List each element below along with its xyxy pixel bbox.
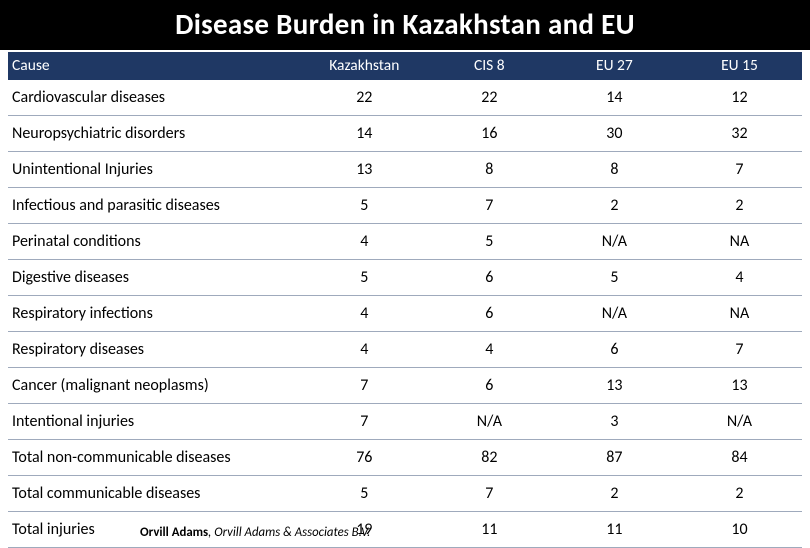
- col-header-kazakhstan: Kazakhstan: [302, 52, 427, 80]
- col-header-eu15: EU 15: [677, 52, 802, 80]
- credit-line: Orvill Adams, Orvill Adams & Associates …: [140, 525, 370, 540]
- value-cell: 4: [302, 224, 427, 260]
- value-cell: 6: [427, 260, 552, 296]
- value-cell: 5: [427, 224, 552, 260]
- col-header-cause: Cause: [8, 52, 302, 80]
- cause-cell: Digestive diseases: [8, 260, 302, 296]
- credit-firm: Orvill Adams & Associates B.V.: [214, 525, 370, 540]
- value-cell: 10: [677, 512, 802, 548]
- value-cell: 11: [552, 512, 677, 548]
- cause-cell: Intentional injuries: [8, 404, 302, 440]
- table-row: Neuropsychiatric disorders14163032: [8, 116, 802, 152]
- value-cell: 32: [677, 116, 802, 152]
- cause-cell: Respiratory infections: [8, 296, 302, 332]
- credit-author: Orvill Adams: [140, 525, 208, 540]
- table-row: Respiratory infections46N/ANA: [8, 296, 802, 332]
- table-row: Total non-communicable diseases76828784: [8, 440, 802, 476]
- value-cell: 6: [427, 296, 552, 332]
- value-cell: 5: [302, 188, 427, 224]
- cause-cell: Perinatal conditions: [8, 224, 302, 260]
- value-cell: 6: [427, 368, 552, 404]
- value-cell: 11: [427, 512, 552, 548]
- value-cell: 16: [427, 116, 552, 152]
- cause-cell: Cancer (malignant neoplasms): [8, 368, 302, 404]
- table-row: Total communicable diseases5722: [8, 476, 802, 512]
- value-cell: 14: [302, 116, 427, 152]
- value-cell: 7: [677, 332, 802, 368]
- table-row: Cardiovascular diseases22221412: [8, 80, 802, 116]
- value-cell: 4: [427, 332, 552, 368]
- table-body: Cardiovascular diseases22221412Neuropsyc…: [8, 80, 802, 548]
- value-cell: 82: [427, 440, 552, 476]
- value-cell: NA: [677, 224, 802, 260]
- value-cell: 2: [677, 188, 802, 224]
- value-cell: NA: [677, 296, 802, 332]
- disease-burden-table: Cause Kazakhstan CIS 8 EU 27 EU 15 Cardi…: [8, 52, 802, 548]
- value-cell: 5: [302, 476, 427, 512]
- value-cell: 87: [552, 440, 677, 476]
- value-cell: N/A: [677, 404, 802, 440]
- cause-cell: Respiratory diseases: [8, 332, 302, 368]
- table-row: Respiratory diseases4467: [8, 332, 802, 368]
- table-row: Intentional injuries7N/A3N/A: [8, 404, 802, 440]
- value-cell: 13: [302, 152, 427, 188]
- table-container: Cause Kazakhstan CIS 8 EU 27 EU 15 Cardi…: [0, 50, 810, 548]
- cause-cell: Neuropsychiatric disorders: [8, 116, 302, 152]
- col-header-eu27: EU 27: [552, 52, 677, 80]
- value-cell: 13: [677, 368, 802, 404]
- value-cell: N/A: [552, 224, 677, 260]
- cause-cell: Infectious and parasitic diseases: [8, 188, 302, 224]
- value-cell: 8: [427, 152, 552, 188]
- table-row: Infectious and parasitic diseases5722: [8, 188, 802, 224]
- value-cell: 2: [552, 476, 677, 512]
- table-row: Total injuries19111110: [8, 512, 802, 548]
- value-cell: 4: [302, 332, 427, 368]
- value-cell: 12: [677, 80, 802, 116]
- value-cell: N/A: [552, 296, 677, 332]
- table-row: Digestive diseases5654: [8, 260, 802, 296]
- value-cell: 22: [302, 80, 427, 116]
- value-cell: 2: [677, 476, 802, 512]
- table-row: Cancer (malignant neoplasms)761313: [8, 368, 802, 404]
- cause-cell: Total communicable diseases: [8, 476, 302, 512]
- value-cell: 7: [677, 152, 802, 188]
- value-cell: 7: [302, 404, 427, 440]
- cause-cell: Total non-communicable diseases: [8, 440, 302, 476]
- value-cell: 84: [677, 440, 802, 476]
- value-cell: N/A: [427, 404, 552, 440]
- value-cell: 4: [677, 260, 802, 296]
- value-cell: 7: [427, 476, 552, 512]
- value-cell: 5: [302, 260, 427, 296]
- value-cell: 4: [302, 296, 427, 332]
- cause-cell: Unintentional Injuries: [8, 152, 302, 188]
- table-row: Perinatal conditions45N/ANA: [8, 224, 802, 260]
- value-cell: 22: [427, 80, 552, 116]
- value-cell: 14: [552, 80, 677, 116]
- value-cell: 5: [552, 260, 677, 296]
- value-cell: 7: [302, 368, 427, 404]
- value-cell: 3: [552, 404, 677, 440]
- page-title: Disease Burden in Kazakhstan and EU: [0, 0, 810, 50]
- value-cell: 6: [552, 332, 677, 368]
- col-header-cis8: CIS 8: [427, 52, 552, 80]
- value-cell: 8: [552, 152, 677, 188]
- value-cell: 76: [302, 440, 427, 476]
- value-cell: 13: [552, 368, 677, 404]
- value-cell: 2: [552, 188, 677, 224]
- table-row: Unintentional Injuries13887: [8, 152, 802, 188]
- cause-cell: Cardiovascular diseases: [8, 80, 302, 116]
- value-cell: 30: [552, 116, 677, 152]
- value-cell: 7: [427, 188, 552, 224]
- table-header-row: Cause Kazakhstan CIS 8 EU 27 EU 15: [8, 52, 802, 80]
